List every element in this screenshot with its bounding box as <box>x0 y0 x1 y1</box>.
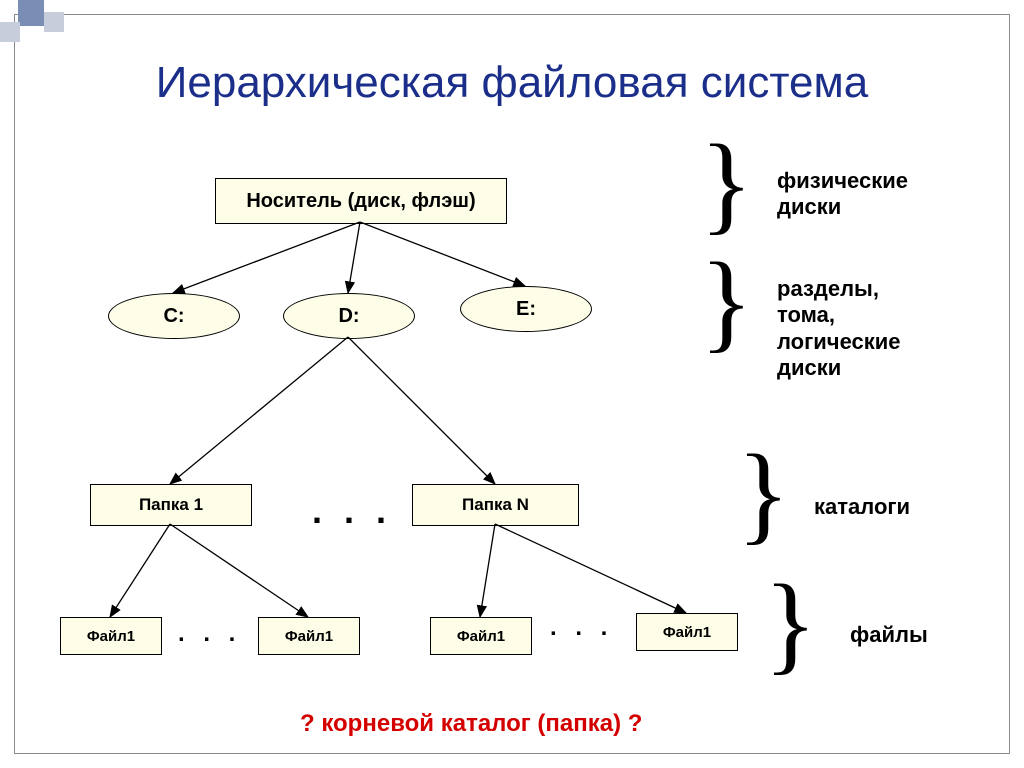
node-label: Носитель (диск, флэш) <box>246 190 475 213</box>
node-label: Папка 1 <box>139 495 203 515</box>
page-title: Иерархическая файловая система <box>0 58 1024 108</box>
node-folder-1: Папка 1 <box>90 484 252 526</box>
row-label-partitions: разделы, тома, логические диски <box>777 276 901 382</box>
row-label-physical-disks: физические диски <box>777 168 908 221</box>
ellipsis-files-left: . . . <box>178 620 241 648</box>
node-label: D: <box>338 305 359 328</box>
ellipsis-folders: . . . <box>312 490 392 532</box>
node-label: E: <box>516 298 536 321</box>
node-drive-c: C: <box>108 293 240 339</box>
node-file: Файл1 <box>636 613 738 651</box>
node-label: C: <box>163 305 184 328</box>
node-label: Файл1 <box>87 628 135 645</box>
node-file: Файл1 <box>258 617 360 655</box>
brace-icon: } <box>764 590 817 656</box>
node-file: Файл1 <box>60 617 162 655</box>
node-label: Файл1 <box>663 624 711 641</box>
node-carrier: Носитель (диск, флэш) <box>215 178 507 224</box>
node-drive-e: E: <box>460 286 592 332</box>
node-folder-n: Папка N <box>412 484 579 526</box>
title-text: Иерархическая файловая система <box>156 58 868 107</box>
node-label: Файл1 <box>285 628 333 645</box>
brace-icon: } <box>700 268 753 334</box>
footer-question: ? корневой каталог (папка) ? <box>300 710 642 738</box>
node-label: Папка N <box>462 495 529 515</box>
brace-icon: } <box>700 150 753 216</box>
ellipsis-files-right: . . . <box>550 614 613 642</box>
node-label: Файл1 <box>457 628 505 645</box>
row-label-catalogs: каталоги <box>814 494 910 520</box>
node-file: Файл1 <box>430 617 532 655</box>
node-drive-d: D: <box>283 293 415 339</box>
row-label-files: файлы <box>850 622 928 648</box>
brace-icon: } <box>737 460 790 526</box>
